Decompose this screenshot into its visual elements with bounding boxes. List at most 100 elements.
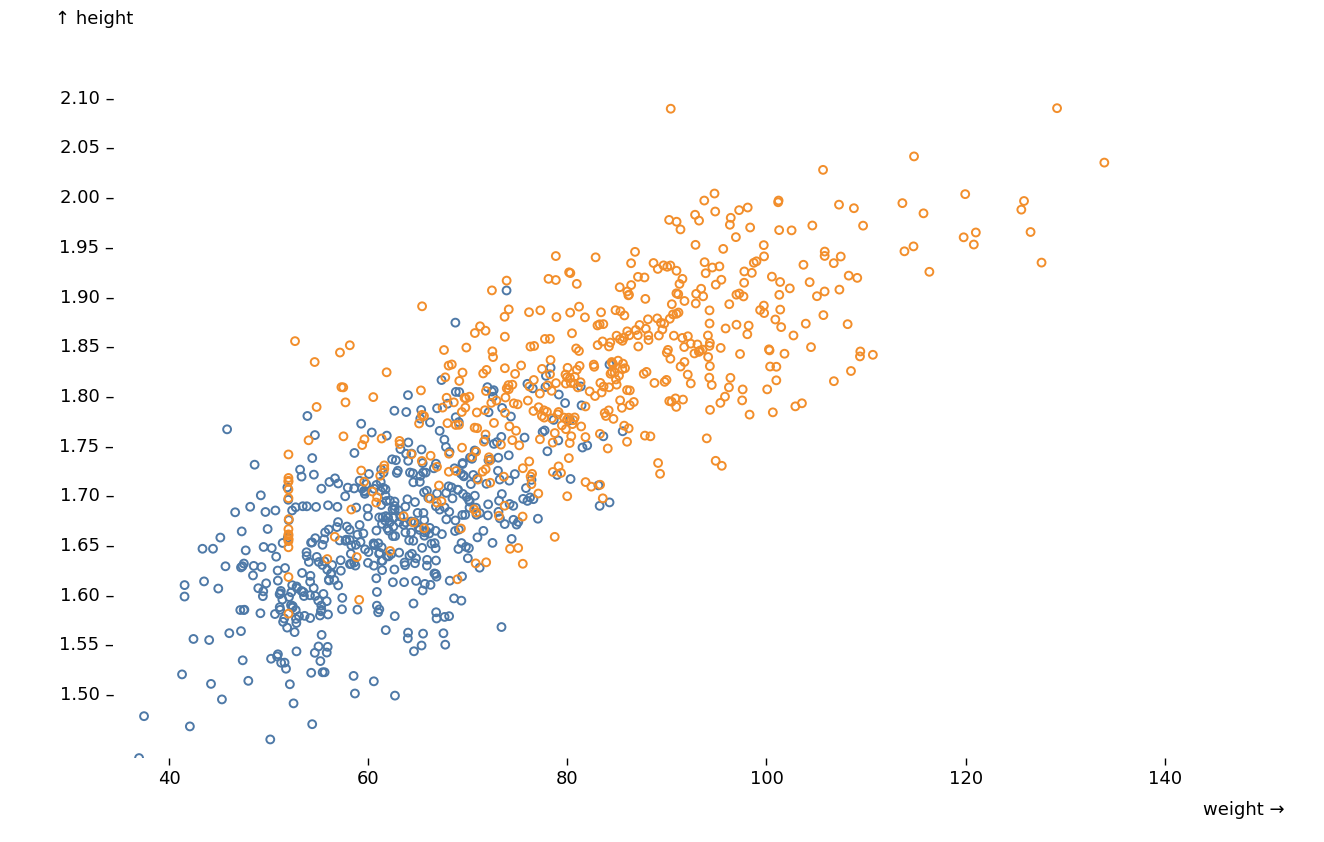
Point	[704, 187, 726, 200]
Point	[696, 432, 718, 445]
Point	[559, 413, 580, 427]
Point	[728, 287, 749, 301]
Point	[688, 214, 710, 227]
Point	[571, 419, 592, 433]
Point	[244, 458, 265, 472]
Point	[236, 544, 257, 557]
Point	[740, 221, 761, 234]
Point	[487, 505, 508, 519]
Point	[212, 693, 233, 706]
Point	[448, 415, 469, 429]
Point	[432, 401, 453, 414]
Point	[379, 524, 400, 537]
Point	[699, 371, 720, 385]
Point	[589, 478, 610, 492]
Point	[846, 271, 867, 285]
Point	[674, 294, 695, 307]
Point	[589, 427, 610, 440]
Point	[368, 547, 389, 561]
Point	[436, 513, 457, 526]
Point	[339, 523, 360, 536]
Point	[634, 429, 655, 442]
Point	[536, 445, 557, 458]
Point	[482, 350, 503, 364]
Point	[417, 553, 438, 567]
Point	[389, 442, 410, 456]
Point	[316, 640, 338, 653]
Point	[445, 464, 466, 477]
Point	[600, 336, 621, 349]
Point	[338, 481, 359, 494]
Point	[448, 483, 469, 497]
Point	[282, 601, 303, 615]
Point	[458, 541, 479, 555]
Point	[351, 482, 372, 495]
Point	[192, 542, 213, 556]
Point	[838, 269, 859, 282]
Point	[782, 328, 804, 342]
Point	[494, 517, 515, 530]
Point	[314, 533, 335, 546]
Point	[346, 501, 367, 514]
Point	[451, 405, 473, 418]
Point	[269, 588, 290, 601]
Point	[400, 514, 421, 528]
Point	[651, 322, 673, 336]
Point	[489, 473, 510, 487]
Point	[420, 416, 441, 429]
Point	[383, 530, 404, 543]
Point	[621, 279, 642, 292]
Point	[445, 514, 466, 527]
Point	[504, 467, 526, 481]
Point	[802, 219, 824, 232]
Point	[557, 361, 579, 375]
Point	[299, 611, 320, 625]
Point	[666, 400, 687, 413]
Point	[658, 394, 679, 408]
Point	[369, 546, 391, 560]
Point	[830, 250, 851, 264]
Point	[438, 610, 459, 623]
Point	[486, 394, 507, 408]
Point	[662, 307, 683, 321]
Point	[516, 377, 538, 391]
Point	[365, 572, 387, 585]
Point	[412, 454, 433, 467]
Point	[466, 422, 487, 435]
Point	[381, 453, 402, 466]
Point	[491, 430, 512, 444]
Point	[293, 585, 314, 599]
Point	[745, 254, 767, 268]
Point	[614, 309, 636, 322]
Point	[332, 591, 354, 605]
Point	[357, 546, 379, 559]
Point	[355, 488, 376, 501]
Point	[486, 435, 507, 449]
Point	[308, 555, 330, 568]
Point	[569, 376, 591, 389]
Point	[291, 566, 312, 579]
Point	[589, 376, 610, 390]
Point	[451, 570, 473, 584]
Point	[418, 491, 440, 504]
Point	[507, 397, 528, 411]
Point	[445, 525, 466, 538]
Point	[568, 300, 589, 313]
Point	[418, 527, 440, 541]
Point	[733, 290, 755, 303]
Point	[753, 306, 775, 320]
Point	[301, 536, 322, 549]
Point	[629, 318, 650, 332]
Point	[352, 527, 373, 541]
Point	[469, 506, 490, 520]
Point	[368, 605, 389, 619]
Point	[441, 358, 462, 371]
X-axis label: weight →: weight →	[1202, 802, 1284, 819]
Point	[583, 358, 604, 371]
Point	[646, 312, 667, 325]
Point	[451, 441, 473, 455]
Point	[277, 621, 298, 634]
Point	[414, 529, 436, 542]
Point	[769, 303, 790, 317]
Point	[372, 481, 393, 494]
